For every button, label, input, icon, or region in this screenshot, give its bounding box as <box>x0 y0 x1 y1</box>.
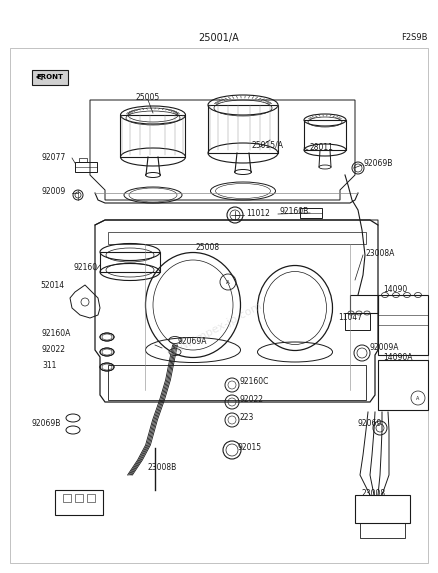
Bar <box>378 360 428 410</box>
Text: 92160: 92160 <box>73 264 97 273</box>
Bar <box>300 208 322 218</box>
Text: 92077: 92077 <box>42 154 66 163</box>
Text: 92069: 92069 <box>358 419 382 429</box>
Text: 92069B: 92069B <box>364 159 393 167</box>
Text: 223: 223 <box>240 414 254 422</box>
Text: 28011: 28011 <box>310 143 334 152</box>
Bar <box>100 252 160 272</box>
Bar <box>63 494 71 502</box>
Text: 23008B: 23008B <box>148 464 177 473</box>
Text: 92160C: 92160C <box>240 378 269 387</box>
Bar <box>108 232 366 244</box>
Bar <box>350 295 378 313</box>
Text: 92069A: 92069A <box>178 337 208 347</box>
Text: 92015: 92015 <box>238 444 262 453</box>
Text: 92022: 92022 <box>42 344 66 354</box>
Text: 92009: 92009 <box>42 187 66 197</box>
Text: 14090: 14090 <box>383 285 407 295</box>
Bar <box>208 105 278 153</box>
Text: 23008: 23008 <box>362 489 386 497</box>
Text: 311: 311 <box>42 360 57 370</box>
Text: A: A <box>416 395 420 401</box>
Text: www.impex-jp.com: www.impex-jp.com <box>166 301 264 359</box>
Text: 92022: 92022 <box>240 395 264 405</box>
Text: 92160B: 92160B <box>280 207 309 217</box>
Bar <box>75 494 83 502</box>
Bar <box>10 48 428 563</box>
Text: 25008: 25008 <box>195 244 219 253</box>
Text: 92009A: 92009A <box>370 343 399 351</box>
Text: 25015/A: 25015/A <box>252 140 284 150</box>
Bar <box>360 523 405 538</box>
Bar <box>120 115 185 157</box>
Bar <box>55 490 103 515</box>
Bar <box>87 494 95 502</box>
Bar <box>378 295 428 355</box>
Bar <box>108 365 366 400</box>
Bar <box>355 495 410 523</box>
Text: 92160A: 92160A <box>42 329 71 339</box>
Text: 11047: 11047 <box>338 313 362 323</box>
Bar <box>75 162 97 172</box>
Text: A: A <box>226 280 230 285</box>
Text: 25005: 25005 <box>136 92 160 101</box>
Text: FRONT: FRONT <box>36 74 64 80</box>
Polygon shape <box>32 70 68 85</box>
Text: 52014: 52014 <box>40 281 64 291</box>
Text: 25001/A: 25001/A <box>198 33 240 43</box>
Bar <box>304 120 346 150</box>
Text: 23008A: 23008A <box>365 249 394 257</box>
Text: 14090A: 14090A <box>383 354 413 363</box>
Text: 11012: 11012 <box>246 209 270 218</box>
Text: F2S9B: F2S9B <box>402 33 428 42</box>
Text: 92069B: 92069B <box>32 418 61 427</box>
Bar <box>79 158 87 162</box>
